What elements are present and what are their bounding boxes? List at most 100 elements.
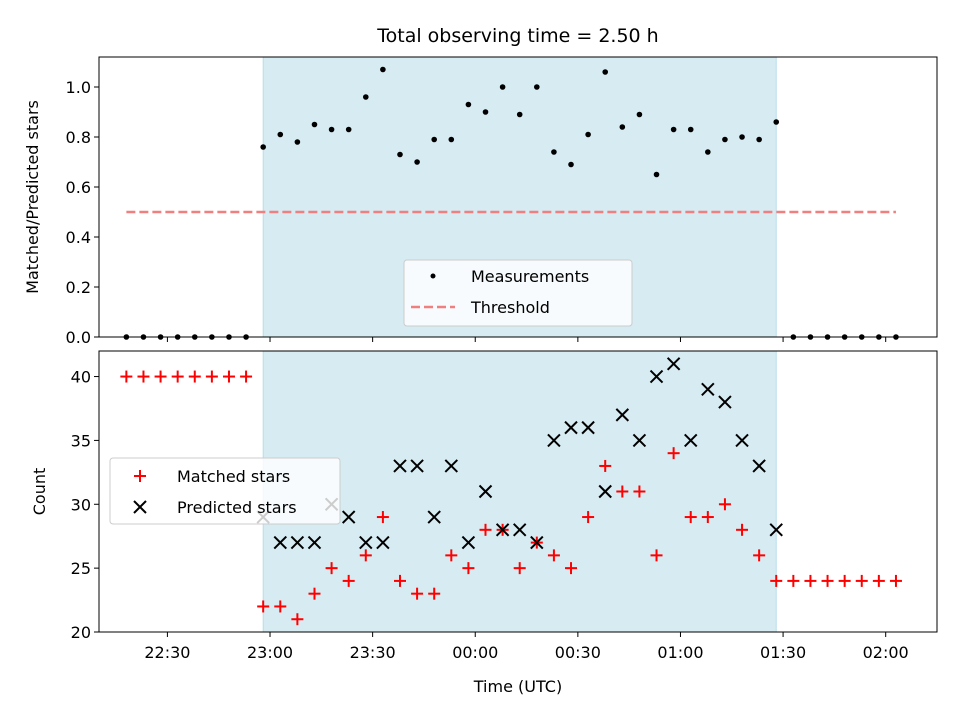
matched-point xyxy=(855,574,868,587)
predicted-point xyxy=(290,535,305,550)
cross-stroke xyxy=(735,433,749,448)
matched-point xyxy=(120,370,133,383)
cross-stroke xyxy=(133,500,147,514)
matched-point xyxy=(513,562,526,575)
y-tick-label: 0.8 xyxy=(66,128,91,147)
matched-point xyxy=(821,574,834,587)
matched-point xyxy=(240,370,253,383)
measurement-point xyxy=(551,149,557,155)
cross-stroke xyxy=(598,484,612,499)
legend-matched-marker xyxy=(134,470,146,482)
predicted-point xyxy=(581,420,595,435)
matched-point xyxy=(445,549,458,562)
y-tick-label: 0.4 xyxy=(66,228,91,247)
y-tick-label: 40 xyxy=(71,368,91,387)
matched-point xyxy=(701,511,714,524)
matched-point xyxy=(359,549,372,562)
y-tick-label: 0.0 xyxy=(66,328,91,347)
predicted-point xyxy=(752,459,766,473)
matched-point xyxy=(650,549,663,562)
matched-point xyxy=(838,574,851,587)
cross-stroke xyxy=(513,523,527,537)
predicted-point xyxy=(701,382,715,397)
top-panel: 0.0 0.2 0.4 0.6 0.8 1.0 Matched/Predicted sta… xyxy=(23,56,938,347)
predicted-point xyxy=(615,408,630,422)
measurement-point xyxy=(260,144,266,150)
bottom-y-ticks: 20 25 30 35 40 xyxy=(71,368,99,642)
top-x-ticks xyxy=(166,337,887,342)
predicted-point xyxy=(735,433,749,448)
cross-stroke xyxy=(718,395,732,409)
cross-stroke xyxy=(564,420,578,435)
matched-point xyxy=(291,613,304,626)
matched-point xyxy=(274,600,287,613)
legend-plus xyxy=(134,470,146,482)
matched-point xyxy=(393,574,406,587)
y-tick-label: 25 xyxy=(71,559,91,578)
matched-point xyxy=(342,574,355,587)
top-axes-frame xyxy=(98,56,938,338)
cross-stroke xyxy=(427,510,441,524)
matched-point xyxy=(308,587,321,600)
measurement-point xyxy=(705,149,711,155)
measurement-point xyxy=(585,131,591,138)
cross-stroke xyxy=(666,357,681,371)
cross-stroke xyxy=(341,510,356,524)
matched-point xyxy=(787,574,800,587)
matched-point xyxy=(770,574,783,587)
matched-point xyxy=(411,587,424,600)
bottom-legend: Matched stars Predicted stars xyxy=(109,457,341,525)
cross-stroke xyxy=(632,433,647,448)
cross-stroke xyxy=(684,433,698,448)
top-legend: Measurements Threshold xyxy=(403,259,633,327)
matched-point xyxy=(257,600,270,613)
predicted-point xyxy=(359,535,373,550)
legend-measurement-marker xyxy=(430,273,436,279)
cross-stroke xyxy=(615,408,630,422)
cross-stroke xyxy=(307,535,322,550)
legend-predicted-label: Predicted stars xyxy=(177,498,297,517)
top-data-marks xyxy=(123,66,899,340)
matched-point xyxy=(376,511,389,524)
predicted-point xyxy=(598,484,612,499)
cross-stroke xyxy=(478,484,493,499)
predicted-point xyxy=(649,369,664,384)
cross-stroke xyxy=(495,523,510,537)
legend-matched-label: Matched stars xyxy=(177,467,290,486)
matched-point xyxy=(718,498,731,511)
measurement-point xyxy=(602,69,609,75)
predicted-point xyxy=(444,459,459,473)
matched-point xyxy=(479,523,492,536)
matched-point xyxy=(188,370,201,383)
matched-point xyxy=(171,370,184,383)
measurement-point xyxy=(397,151,403,158)
cross-stroke xyxy=(581,420,595,435)
cross-stroke xyxy=(376,535,390,550)
predicted-point xyxy=(478,484,493,499)
measurement-point xyxy=(499,84,506,90)
x-tick-label: 00:30 xyxy=(555,643,601,662)
cross-stroke xyxy=(461,535,476,550)
y-tick-label: 30 xyxy=(71,495,91,514)
cross-stroke xyxy=(290,535,305,550)
measurement-point xyxy=(482,109,489,115)
y-tick-label: 20 xyxy=(71,623,91,642)
measurement-point xyxy=(328,126,335,133)
predicted-point xyxy=(547,433,561,448)
x-tick-label: 00:00 xyxy=(452,643,498,662)
predicted-point xyxy=(718,395,732,409)
measurement-point xyxy=(534,84,540,90)
measurement-point xyxy=(653,171,660,178)
matched-point xyxy=(633,485,646,498)
cross-stroke xyxy=(444,459,459,473)
measurement-point xyxy=(516,111,523,118)
cross-stroke xyxy=(649,369,664,384)
matched-point xyxy=(325,562,338,575)
matched-point xyxy=(889,574,902,587)
matched-point xyxy=(582,511,595,524)
measurement-point xyxy=(414,159,420,165)
bottom-legend-box xyxy=(109,457,341,525)
measurement-point xyxy=(687,126,694,133)
measurement-point xyxy=(345,126,352,133)
